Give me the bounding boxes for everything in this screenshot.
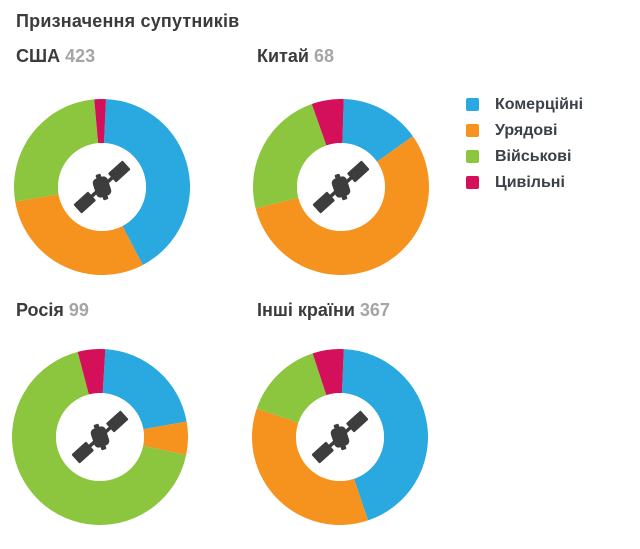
country-name-russia: Росія [16,300,64,320]
legend-item-civil: Цивільні [466,174,583,191]
donut-segment-military [12,351,187,525]
legend-swatch-government [466,124,479,137]
legend-label-civil: Цивільні [495,174,565,191]
donut-segment-government [15,194,143,275]
donut-segment-government [255,136,429,275]
donut-segment-government [143,421,188,455]
country-name-others: Інші країни [257,300,355,320]
legend-item-military: Військові [466,148,583,165]
legend-swatch-civil [466,176,479,189]
legend-swatch-commercial [466,98,479,111]
donut-chart-china [253,99,429,275]
page-title: Призначення супутників [16,11,240,31]
donut-segment-military [14,99,99,202]
chart-label-russia: Росія 99 [16,300,89,321]
legend: Комерційні Урядові Військові Цивільні [466,96,583,191]
donut-segment-commercial [102,349,187,430]
donut-segment-civil [77,349,106,395]
legend-label-military: Військові [495,148,572,165]
legend-item-commercial: Комерційні [466,96,583,113]
donut-chart-others [252,349,428,525]
satellite-count-china: 68 [313,46,334,66]
chart-label-usa: США 423 [16,46,95,67]
chart-label-china: Китай 68 [257,46,334,67]
satellite-count-usa: 423 [65,46,96,66]
donut-chart-russia [12,349,188,525]
donut-chart-usa [14,99,190,275]
country-name-china: Китай [257,46,309,66]
donut-segment-civil [311,99,344,146]
donut-segment-military [256,353,327,423]
donut-segment-government [252,408,369,525]
donut-segment-military [253,103,327,209]
legend-item-government: Урядові [466,122,583,139]
chart-label-others: Інші країни 367 [257,300,390,321]
donut-segment-commercial [342,99,413,162]
legend-swatch-military [466,150,479,163]
satellite-count-others: 367 [359,300,390,320]
satellite-count-russia: 99 [68,300,89,320]
legend-label-commercial: Комерційні [495,96,584,113]
donut-segment-commercial [341,349,428,521]
donut-segment-commercial [104,99,190,265]
country-name-usa: США [16,46,61,66]
donut-segment-civil [312,349,344,396]
legend-label-government: Урядові [495,122,558,139]
donut-segment-civil [94,99,106,144]
